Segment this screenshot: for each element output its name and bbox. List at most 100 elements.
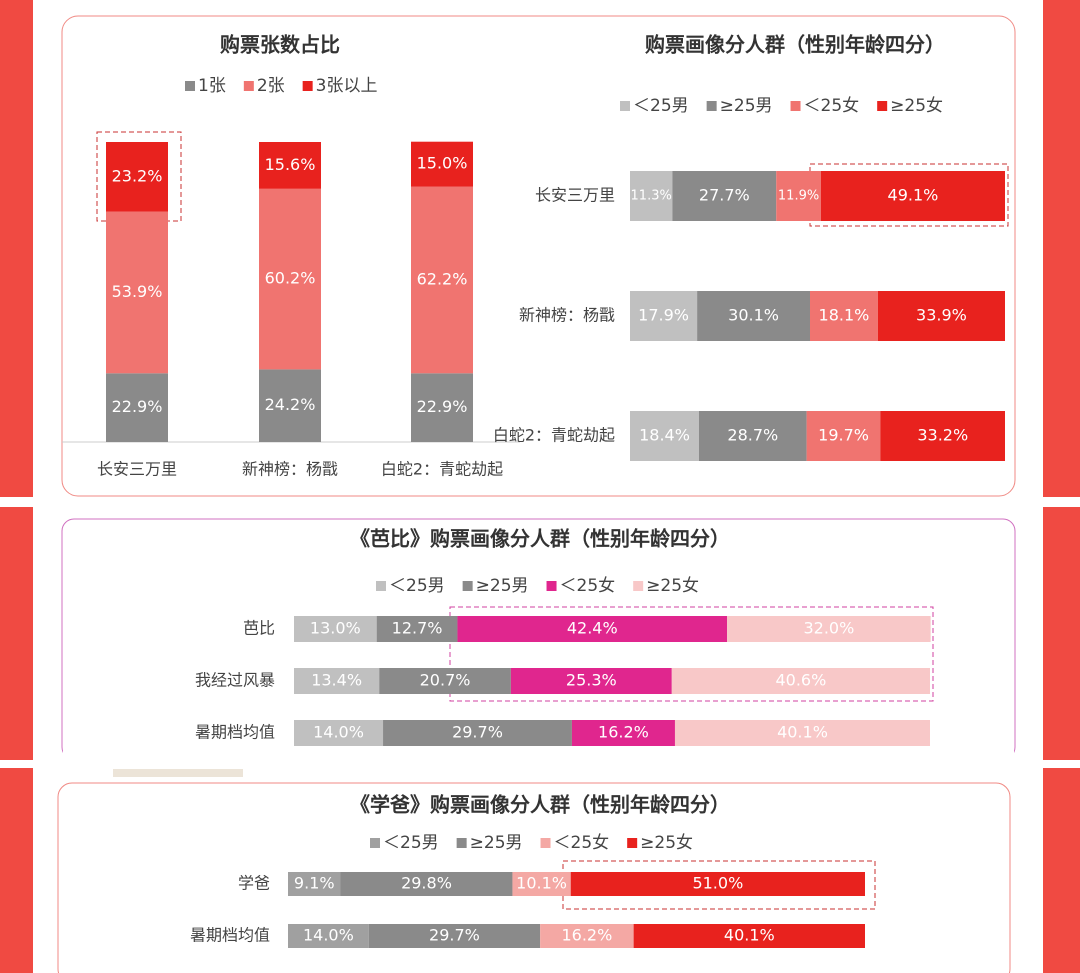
- value-label: 11.9%: [778, 189, 819, 204]
- value-label: 24.2%: [265, 395, 316, 414]
- y-tick-label: 暑期档均值: [195, 723, 275, 742]
- bar-segment: [294, 616, 377, 642]
- legend-swatch: [302, 81, 313, 91]
- value-label: 40.6%: [775, 671, 826, 690]
- value-label: 60.2%: [265, 269, 316, 288]
- side-bar: [0, 507, 33, 760]
- x-tick-label: 新神榜：杨戬: [242, 460, 338, 479]
- bar-segment: [633, 924, 865, 948]
- chart-title: 购票张数占比: [220, 33, 340, 57]
- bar-segment: [630, 411, 699, 461]
- legend-label: ≥25女: [890, 96, 943, 116]
- value-label: 40.1%: [777, 723, 828, 742]
- legend-label: ＜25男: [633, 96, 689, 116]
- legend-swatch: [243, 81, 254, 91]
- bar-segment: [376, 616, 458, 642]
- legend-label: ＜25男: [389, 576, 445, 596]
- value-label: 18.1%: [819, 306, 870, 325]
- value-label: 40.1%: [724, 926, 775, 945]
- bar-segment: [259, 142, 321, 189]
- value-label: 10.1%: [516, 874, 567, 893]
- y-tick-label: 芭比: [243, 619, 275, 638]
- value-label: 33.9%: [916, 306, 967, 325]
- value-label: 16.2%: [561, 926, 612, 945]
- legend-label: ≥25女: [640, 833, 693, 853]
- bar-segment: [571, 720, 675, 746]
- legend-label: ＜25男: [383, 833, 439, 853]
- legend-swatch: [546, 581, 557, 591]
- value-label: 29.7%: [429, 926, 480, 945]
- value-label: 29.7%: [452, 723, 503, 742]
- y-tick-label: 新神榜：杨戬: [519, 306, 615, 325]
- value-label: 14.0%: [303, 926, 354, 945]
- value-label: 51.0%: [692, 874, 743, 893]
- value-label: 18.4%: [639, 426, 690, 445]
- value-label: 19.7%: [818, 426, 869, 445]
- x-tick-label: 白蛇2：青蛇劫起: [381, 460, 503, 479]
- side-bar: [1043, 768, 1080, 973]
- bar-segment: [294, 720, 384, 746]
- legend-swatch: [627, 838, 638, 848]
- side-bar: [0, 768, 33, 973]
- value-label: 14.0%: [313, 723, 364, 742]
- legend-label: ≥25男: [720, 96, 773, 116]
- bar-segment: [630, 171, 673, 221]
- value-label: 42.4%: [567, 619, 618, 638]
- bar-segment: [699, 411, 807, 461]
- bar-segment: [727, 616, 931, 642]
- value-label: 53.9%: [112, 282, 163, 301]
- bar-segment: [106, 142, 168, 212]
- bar-segment: [820, 171, 1005, 221]
- chart-title: 购票画像分人群（性别年龄四分）: [645, 33, 945, 57]
- legend-swatch: [790, 101, 801, 111]
- bar-segment: [411, 373, 473, 442]
- legend-swatch: [877, 101, 888, 111]
- value-label: 15.0%: [417, 154, 468, 173]
- value-label: 33.2%: [917, 426, 968, 445]
- bar-segment: [697, 291, 810, 341]
- value-label: 49.1%: [888, 186, 939, 205]
- value-label: 13.0%: [310, 619, 361, 638]
- chart-title: 《芭比》购票画像分人群（性别年龄四分）: [350, 527, 730, 551]
- legend-label: ＜25女: [554, 833, 610, 853]
- value-label: 15.6%: [265, 155, 316, 174]
- bar-segment: [383, 720, 572, 746]
- bar-segment: [294, 668, 380, 694]
- bar-segment: [806, 411, 881, 461]
- legend-swatch: [620, 101, 630, 111]
- value-label: 22.9%: [417, 397, 468, 416]
- bar-segment: [368, 924, 541, 948]
- bar-segment: [674, 720, 930, 746]
- bar-segment: [630, 291, 698, 341]
- legend-swatch: [462, 581, 473, 591]
- highlight-box: [449, 606, 934, 702]
- value-label: 9.1%: [294, 874, 335, 893]
- value-label: 11.3%: [631, 189, 672, 204]
- bar-segment: [671, 668, 930, 694]
- bar-segment: [288, 924, 369, 948]
- bar-segment: [880, 411, 1005, 461]
- legend-label: ≥25女: [646, 576, 699, 596]
- y-tick-label: 暑期档均值: [190, 926, 270, 945]
- y-tick-label: 白蛇2：青蛇劫起: [493, 426, 615, 445]
- bar-segment: [288, 872, 341, 896]
- highlights: [96, 131, 1009, 910]
- bar-segment: [259, 369, 321, 442]
- legend-swatch: [706, 101, 717, 111]
- bar-segment: [340, 872, 513, 896]
- bar-segment: [411, 186, 473, 374]
- bar-segment: [877, 291, 1005, 341]
- bar-segment: [379, 668, 511, 694]
- bar-segment: [106, 373, 168, 442]
- legend-swatch: [633, 581, 644, 591]
- legend-label: 3张以上: [316, 76, 378, 96]
- value-label: 27.7%: [699, 186, 750, 205]
- highlight-box: [96, 131, 182, 222]
- y-tick-label: 长安三万里: [535, 186, 615, 205]
- legend-label: 1张: [198, 76, 226, 96]
- value-label: 25.3%: [566, 671, 617, 690]
- value-label: 12.7%: [392, 619, 443, 638]
- legend-label: ＜25女: [560, 576, 616, 596]
- value-label: 32.0%: [803, 619, 854, 638]
